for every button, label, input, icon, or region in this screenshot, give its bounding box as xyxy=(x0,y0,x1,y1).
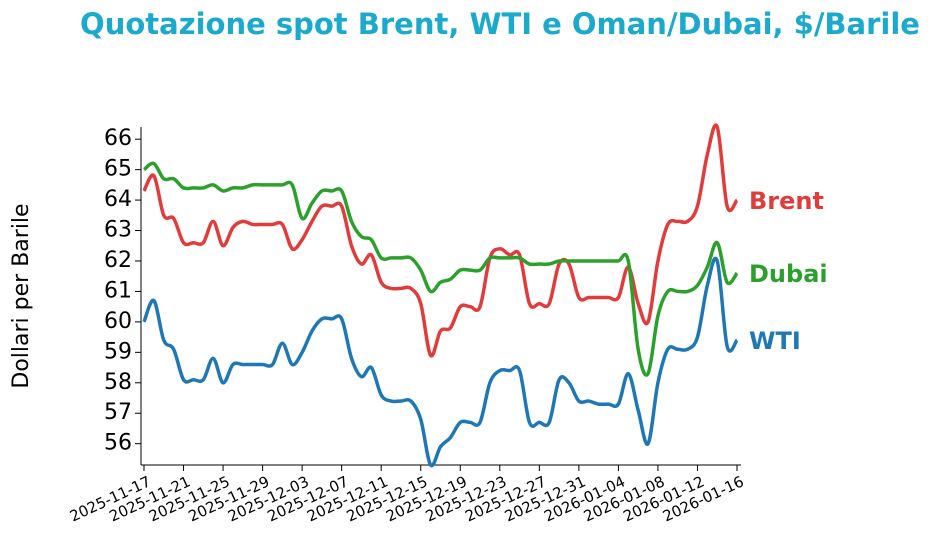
legend-label: Brent xyxy=(749,187,824,215)
y-tick-label: 64 xyxy=(104,187,132,212)
line xyxy=(142,256,739,468)
legend-label: WTI xyxy=(749,327,801,355)
chart-title: Quotazione spot Brent, WTI e Oman/Dubai,… xyxy=(80,7,920,41)
y-tick-label: 56 xyxy=(104,431,132,456)
y-tick-label: 59 xyxy=(104,339,132,364)
y-tick-label: 66 xyxy=(104,126,132,151)
y-tick-label: 63 xyxy=(104,218,132,243)
legend-label: Dubai xyxy=(749,260,828,288)
y-axis-label: Dollari per Barile xyxy=(9,203,34,388)
y-tick-label: 60 xyxy=(104,309,132,334)
y-tick-label: 58 xyxy=(104,370,132,395)
line xyxy=(142,161,739,377)
line xyxy=(142,123,739,358)
y-tick-label: 57 xyxy=(104,400,132,425)
y-tick-label: 65 xyxy=(104,157,132,182)
y-tick-label: 61 xyxy=(104,278,132,303)
y-tick-label: 62 xyxy=(104,248,132,273)
